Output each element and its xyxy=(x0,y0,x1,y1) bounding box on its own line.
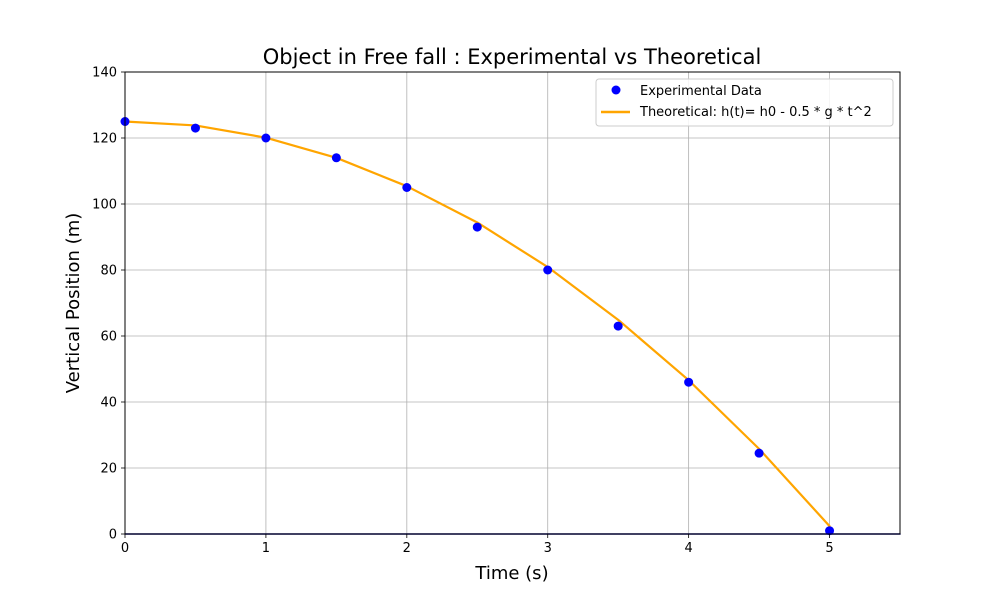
plot-points xyxy=(120,117,835,536)
y-tick-label: 60 xyxy=(100,330,117,345)
chart-title: Object in Free fall : Experimental vs Th… xyxy=(263,45,762,69)
y-tick-label: 40 xyxy=(100,396,117,411)
x-axis-label: Time (s) xyxy=(474,563,548,584)
legend-label-theoretical: Theoretical: h(t)= h0 - 0.5 * g * t^2 xyxy=(639,105,872,120)
experimental-point xyxy=(261,133,271,143)
experimental-point xyxy=(684,377,694,387)
y-tick-label: 100 xyxy=(92,198,117,213)
x-tick-label: 1 xyxy=(262,541,270,556)
legend: Experimental Data Theoretical: h(t)= h0 … xyxy=(595,78,894,127)
experimental-point xyxy=(472,222,482,232)
experimental-point xyxy=(190,123,200,133)
y-tick-label: 140 xyxy=(92,66,117,81)
experimental-point xyxy=(754,448,764,458)
y-tick-label: 20 xyxy=(100,462,117,477)
x-tick-label: 4 xyxy=(684,541,692,556)
x-tick-label: 3 xyxy=(544,541,552,556)
y-tick-label: 80 xyxy=(100,264,117,279)
y-axis-label: Vertical Position (m) xyxy=(63,213,84,393)
axis-ticks: 0 1 2 3 4 5 0 20 40 60 80 100 120 140 xyxy=(92,66,834,557)
y-tick-label: 120 xyxy=(92,132,117,147)
experimental-point xyxy=(613,321,623,331)
experimental-point xyxy=(825,526,835,536)
experimental-point xyxy=(543,265,553,275)
x-tick-label: 2 xyxy=(403,541,411,556)
legend-label-experimental: Experimental Data xyxy=(640,84,762,99)
x-tick-label: 0 xyxy=(121,541,129,556)
theoretical-curve xyxy=(123,120,831,528)
experimental-point xyxy=(402,183,412,192)
x-tick-label: 5 xyxy=(825,541,833,556)
legend-marker-experimental xyxy=(611,85,621,95)
y-tick-label: 0 xyxy=(109,528,117,543)
legend-frame xyxy=(595,78,894,127)
plot-frame xyxy=(124,71,901,535)
experimental-point xyxy=(331,153,341,163)
